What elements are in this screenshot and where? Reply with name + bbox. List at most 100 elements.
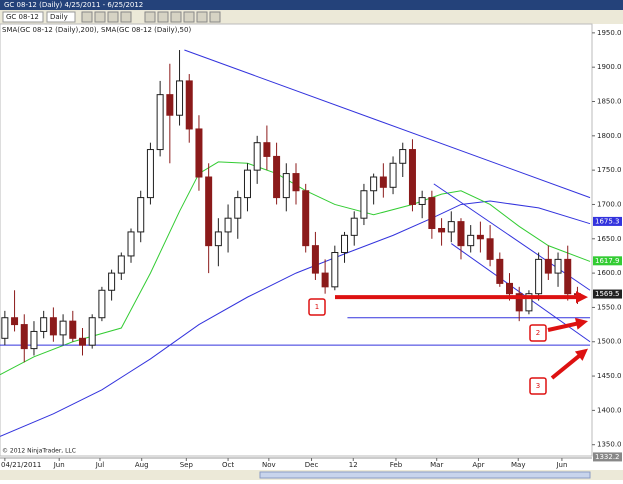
arrow-shaft [547, 320, 581, 332]
candle-body [321, 272, 329, 288]
x-tick-label: Nov [262, 461, 276, 469]
x-tick-label: Apr [472, 461, 484, 469]
candle-body [137, 197, 145, 233]
candle-body [127, 231, 135, 257]
x-tick-label: Jul [95, 461, 105, 469]
candle-body [370, 176, 378, 192]
candle-body [438, 227, 446, 233]
candle-body [428, 197, 436, 229]
arrow-head [574, 348, 588, 361]
trend-line [184, 49, 591, 199]
annotation-label: 3 [536, 382, 540, 390]
y-tick-label: 1950.0 [597, 29, 622, 37]
candle-body [311, 245, 319, 274]
plot-area [0, 23, 593, 457]
x-tick-label: Mar [430, 461, 443, 469]
price-marker-label: 1675.3 [595, 217, 620, 225]
candle-body [350, 217, 358, 236]
y-tick-label: 1750.0 [597, 166, 622, 174]
annotation-label: 2 [536, 329, 540, 337]
y-tick-label: 1350.0 [597, 441, 622, 449]
arrow-shaft [550, 353, 582, 380]
icon[interactable] [144, 11, 156, 23]
candle-body [379, 176, 387, 188]
x-tick-label: Jun [53, 461, 65, 469]
icon[interactable] [170, 11, 182, 23]
price-marker-label: 1617.9 [595, 257, 620, 265]
icon[interactable] [81, 11, 93, 23]
annotation-label: 1 [315, 303, 319, 311]
x-tick-label: Oct [222, 461, 234, 469]
candle-body [564, 258, 572, 295]
candle-body [20, 324, 28, 350]
sma-line [0, 200, 591, 437]
candle-body [525, 293, 533, 312]
candle-body [447, 221, 455, 233]
y-tick-label: 1700.0 [597, 200, 622, 208]
price-marker [593, 452, 622, 462]
icon[interactable] [120, 11, 132, 23]
annotation-box [529, 324, 547, 342]
y-tick-label: 1450.0 [597, 372, 622, 380]
candle-body [224, 217, 232, 233]
x-tick-label: 12 [349, 461, 358, 469]
icon[interactable] [209, 11, 221, 23]
scroll-thumb[interactable] [259, 471, 591, 479]
x-tick-label: Aug [135, 461, 149, 469]
annotation-box [308, 298, 326, 316]
candle-body [302, 190, 310, 247]
period-box[interactable] [46, 11, 76, 23]
candle-body [69, 320, 77, 339]
x-tick-label: Dec [305, 461, 319, 469]
y-tick-label: 1500.0 [597, 338, 622, 346]
candle-body [40, 317, 48, 332]
candle-body [476, 234, 484, 240]
candle-body [496, 258, 504, 284]
x-tick-label: Feb [390, 461, 403, 469]
candle-body [1, 317, 9, 339]
y-tick-label: 1650.0 [597, 235, 622, 243]
candle-body [544, 258, 552, 274]
candle-body [205, 176, 213, 247]
y-tick-label: 1400.0 [597, 406, 622, 414]
candle-body [341, 234, 349, 254]
sma-line [0, 161, 591, 376]
icon[interactable] [157, 11, 169, 23]
x-tick-label: May [511, 461, 525, 469]
candle-body [418, 197, 426, 205]
trend-line [433, 183, 591, 291]
candle-body [88, 317, 96, 346]
arrow-head [574, 317, 588, 330]
candle-body [360, 190, 368, 219]
price-marker-label: 1569.5 [595, 290, 620, 298]
candle-body [399, 149, 407, 164]
icon[interactable] [107, 11, 119, 23]
candle-body [486, 238, 494, 260]
candle-body [554, 258, 562, 274]
icon[interactable] [183, 11, 195, 23]
candle-body [389, 162, 397, 188]
y-tick-label: 1900.0 [597, 63, 622, 71]
toolbar-icons [81, 11, 221, 23]
y-tick-label: 1850.0 [597, 98, 622, 106]
candle-body [176, 80, 184, 116]
candle-body [185, 80, 193, 130]
price-marker [593, 216, 622, 226]
candle-body [78, 337, 86, 346]
candle-body [11, 317, 19, 326]
candle-body [535, 258, 543, 295]
instrument-box[interactable] [2, 11, 44, 23]
y-tick-label: 1550.0 [597, 303, 622, 311]
candle-body [253, 142, 261, 171]
candle-body [166, 94, 174, 116]
candle-body [234, 197, 242, 219]
candle-body [408, 149, 416, 205]
x-tick-label: Jun [555, 461, 567, 469]
candle-body [282, 173, 290, 199]
icon[interactable] [94, 11, 106, 23]
candle-body [506, 282, 514, 295]
price-marker-label: 1332.2 [595, 453, 620, 461]
candle-body [195, 128, 203, 178]
icon[interactable] [196, 11, 208, 23]
